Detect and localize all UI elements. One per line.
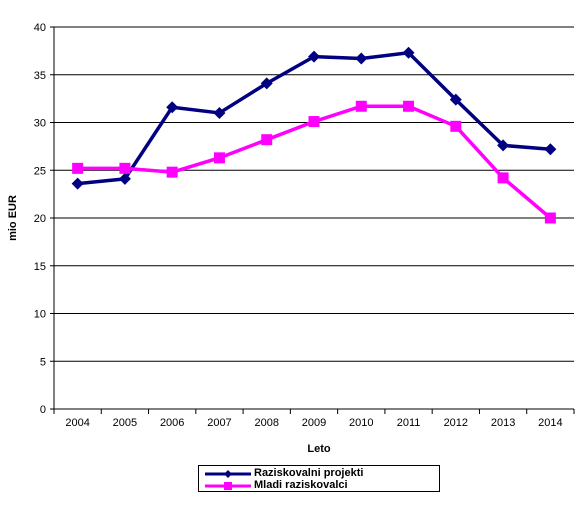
x-tick-label: 2007 (207, 417, 231, 429)
y-axis-title: mio EUR (7, 195, 19, 241)
series-2-point (166, 166, 178, 178)
series-1-point (118, 172, 131, 185)
series-1-point (449, 93, 462, 106)
y-tick-label: 15 (34, 261, 46, 273)
series-2-point (450, 120, 462, 132)
legend-marker-series-2 (205, 482, 251, 490)
y-tick-labels: 0 5 10 15 20 25 30 35 40 (34, 22, 46, 416)
series-2-point (355, 100, 367, 112)
x-tick-label: 2012 (444, 417, 468, 429)
x-tick-label: 2005 (113, 417, 137, 429)
y-tick-label: 25 (34, 165, 46, 177)
y-tick-label: 30 (34, 118, 46, 130)
legend-item-series-1: Raziskovalni projekti (199, 467, 439, 480)
axes (50, 26, 575, 414)
y-tick-label: 20 (34, 213, 46, 225)
series-1-point (213, 106, 226, 119)
x-tick-label: 2009 (302, 417, 326, 429)
x-tick-label: 2004 (65, 417, 89, 429)
x-tick-label: 2011 (397, 417, 421, 429)
series-1-point (308, 50, 320, 63)
x-tick-label: 2006 (160, 417, 184, 429)
y-tick-label: 5 (40, 356, 46, 368)
series-1-point (355, 52, 368, 65)
legend-label-series-2: Mladi raziskovalci (254, 479, 348, 491)
series-2-point (308, 116, 320, 128)
series-1-point (544, 143, 557, 156)
x-tick-label: 2014 (538, 417, 562, 429)
x-tick-label: 2008 (254, 417, 278, 429)
legend: Raziskovalni projekti Mladi raziskovalci (198, 465, 440, 492)
series-group (71, 46, 557, 224)
series-2-point (119, 162, 131, 174)
series-2-point (544, 212, 556, 224)
y-tick-label: 10 (34, 309, 46, 321)
legend-item-series-2: Mladi raziskovalci (199, 479, 439, 492)
legend-label-series-1: Raziskovalni projekti (254, 467, 364, 479)
y-tick-label: 40 (34, 22, 46, 34)
series-2-point (213, 152, 225, 164)
series-2-point (403, 100, 415, 112)
series-2-point (72, 162, 84, 174)
x-axis-title: Leto (307, 443, 331, 455)
series-2-point (261, 134, 273, 146)
y-tick-label: 35 (34, 70, 46, 82)
x-tick-label: 2013 (491, 417, 515, 429)
series-2-point (497, 172, 509, 184)
series-1-point (71, 177, 84, 190)
series-1-point (497, 139, 510, 152)
legend-marker-series-1 (205, 470, 251, 478)
series-1-point (260, 77, 273, 90)
y-tick-label: 0 (40, 404, 46, 416)
series-1-point (402, 46, 415, 59)
gridlines (54, 26, 574, 362)
x-tick-label: 2010 (349, 417, 373, 429)
series-1-point (166, 101, 179, 114)
x-tick-labels: 2004 2005 2006 2007 2008 2009 2010 2011 2012 2013… (65, 417, 562, 429)
